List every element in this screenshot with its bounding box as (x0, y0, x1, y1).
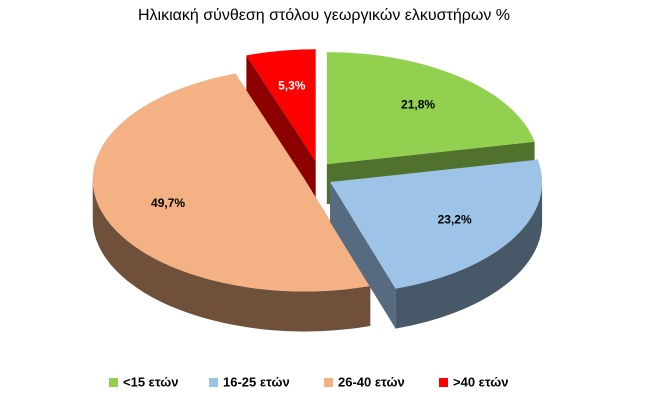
chart-title: Ηλικιακή σύνθεση στόλου γεωργικών ελκυστ… (138, 7, 510, 24)
legend-label: >40 ετών (453, 374, 509, 389)
legend-label: 26-40 ετών (338, 374, 405, 389)
slice-top (330, 159, 543, 289)
data-label: 23,2% (438, 213, 472, 227)
slice-top (246, 49, 316, 162)
slice-wall (92, 179, 371, 332)
data-label: 49,7% (151, 196, 185, 210)
data-label: 21,8% (401, 97, 435, 111)
slice-side (330, 182, 396, 329)
legend-swatch (439, 378, 448, 387)
slice (246, 49, 316, 202)
legend-swatch (209, 378, 218, 387)
slice (92, 73, 371, 332)
data-label: 5,3% (278, 78, 306, 92)
slice-top (326, 52, 535, 165)
legend-swatch (109, 378, 118, 387)
slice-wall (395, 182, 543, 329)
slice-top (92, 73, 371, 292)
slice (330, 159, 543, 329)
legend-label: <15 ετών (123, 374, 179, 389)
slice-side (246, 55, 316, 202)
legend-label: 16-25 ετών (223, 374, 290, 389)
legend-swatch (324, 378, 333, 387)
